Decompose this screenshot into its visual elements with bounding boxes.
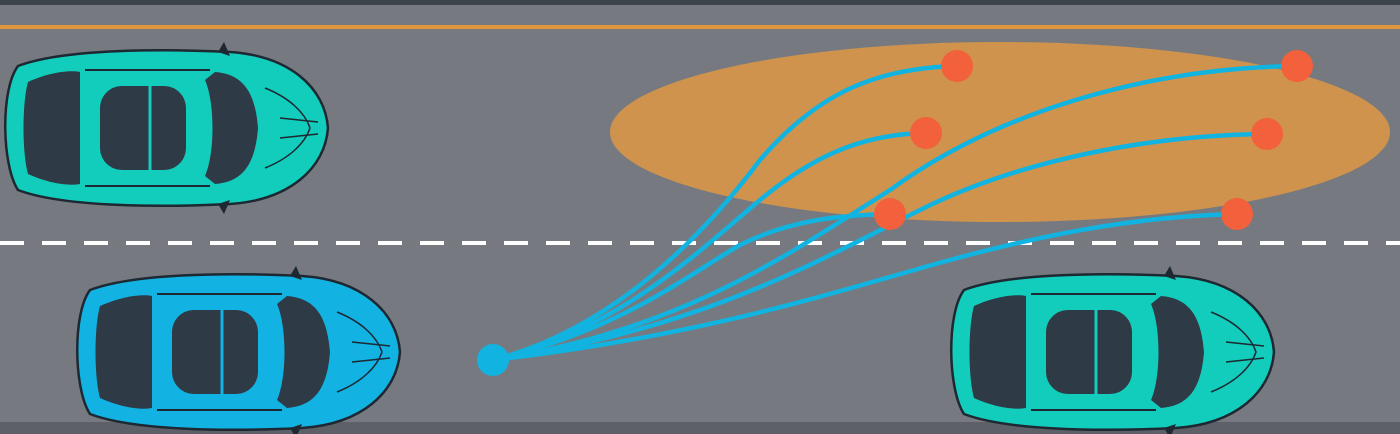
trajectory-path-1 bbox=[490, 63, 960, 363]
car-right-bottom bbox=[950, 266, 1276, 434]
endpoint-low-near bbox=[874, 198, 906, 230]
trajectory-path-5 bbox=[490, 131, 1270, 363]
trajectory-path-2 bbox=[490, 130, 929, 363]
trajectory-path-6 bbox=[490, 211, 1240, 363]
endpoint-mid-far bbox=[1251, 118, 1283, 150]
endpoint-top-far bbox=[1281, 50, 1313, 82]
endpoint-low-far bbox=[1221, 198, 1253, 230]
trajectory-origin bbox=[477, 344, 509, 376]
trajectory-path-4 bbox=[490, 63, 1300, 363]
candidate-trajectories bbox=[490, 63, 1300, 363]
trajectory-endpoints bbox=[874, 50, 1313, 230]
endpoint-top-near bbox=[941, 50, 973, 82]
car-left-top bbox=[4, 42, 330, 214]
car-ego bbox=[76, 266, 402, 434]
road-top-shoulder bbox=[0, 0, 1400, 5]
target-region bbox=[610, 42, 1390, 222]
road-edge-line bbox=[0, 25, 1400, 29]
endpoint-mid-near bbox=[910, 117, 942, 149]
trajectory-path-3 bbox=[490, 211, 893, 363]
